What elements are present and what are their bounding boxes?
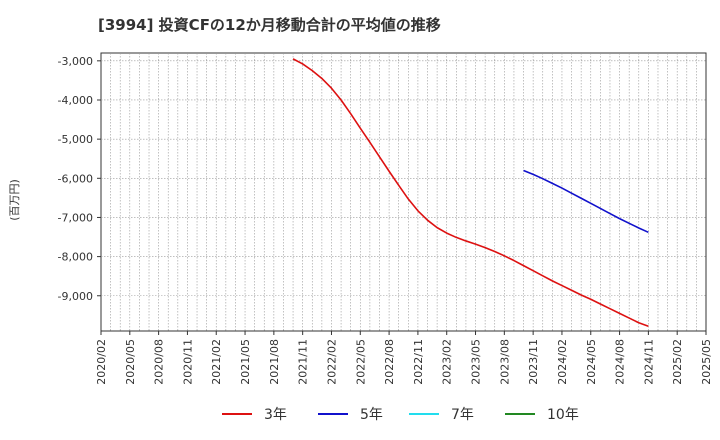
x-tick-label: 2020/05 bbox=[124, 339, 137, 385]
x-tick-label: 2025/05 bbox=[700, 339, 713, 385]
x-tick-label: 2022/02 bbox=[325, 339, 338, 385]
x-tick-label: 2023/08 bbox=[498, 339, 511, 385]
x-tick-label: 2021/05 bbox=[239, 339, 252, 385]
x-tick-label: 2022/08 bbox=[383, 339, 396, 385]
x-tick-label: 2022/11 bbox=[412, 339, 425, 385]
x-tick-label: 2020/08 bbox=[153, 339, 166, 385]
legend-label-3: 10年 bbox=[547, 407, 579, 423]
series-line-1 bbox=[523, 169, 649, 234]
x-tick-label: 2024/02 bbox=[556, 339, 569, 385]
y-tick-label: -6,000 bbox=[58, 172, 93, 185]
y-tick-label: -4,000 bbox=[58, 94, 93, 107]
plot-frame bbox=[100, 52, 707, 332]
y-tick-label: -5,000 bbox=[58, 133, 93, 146]
chart-title: [3994] 投資CFの12か月移動合計の平均値の推移 bbox=[98, 16, 441, 34]
x-tick-label: 2023/05 bbox=[470, 339, 483, 385]
legend: 3年 5年 7年 10年 bbox=[222, 407, 579, 423]
x-tick-label: 2023/11 bbox=[527, 339, 540, 385]
x-tick-label: 2021/11 bbox=[297, 339, 310, 385]
x-tick-label: 2022/05 bbox=[354, 339, 367, 385]
y-axis-label: (百万円) bbox=[8, 179, 21, 221]
x-tick-label: 2020/02 bbox=[95, 339, 108, 385]
legend-label-1: 5年 bbox=[360, 407, 383, 423]
legend-label-0: 3年 bbox=[264, 407, 287, 423]
x-tick-label: 2020/11 bbox=[181, 339, 194, 385]
x-tick-label: 2024/11 bbox=[642, 339, 655, 385]
y-tick-label: -7,000 bbox=[58, 211, 93, 224]
x-tick-label: 2024/08 bbox=[614, 339, 627, 385]
plot-area: -3,000 -4,000 -5,000 -6,000 -7,000 -8,000 -9,0… bbox=[58, 52, 713, 385]
x-tick-label: 2021/02 bbox=[210, 339, 223, 385]
y-tick-label: -8,000 bbox=[58, 251, 93, 264]
x-tick-label: 2023/02 bbox=[441, 339, 454, 385]
y-tick-label: -3,000 bbox=[58, 55, 93, 68]
x-tick-label: 2024/05 bbox=[585, 339, 598, 385]
series-line-0 bbox=[292, 58, 649, 328]
x-tick-label: 2025/02 bbox=[671, 339, 684, 385]
y-tick-label: -9,000 bbox=[58, 290, 93, 303]
legend-label-2: 7年 bbox=[451, 407, 474, 423]
x-tick-label: 2021/08 bbox=[268, 339, 281, 385]
